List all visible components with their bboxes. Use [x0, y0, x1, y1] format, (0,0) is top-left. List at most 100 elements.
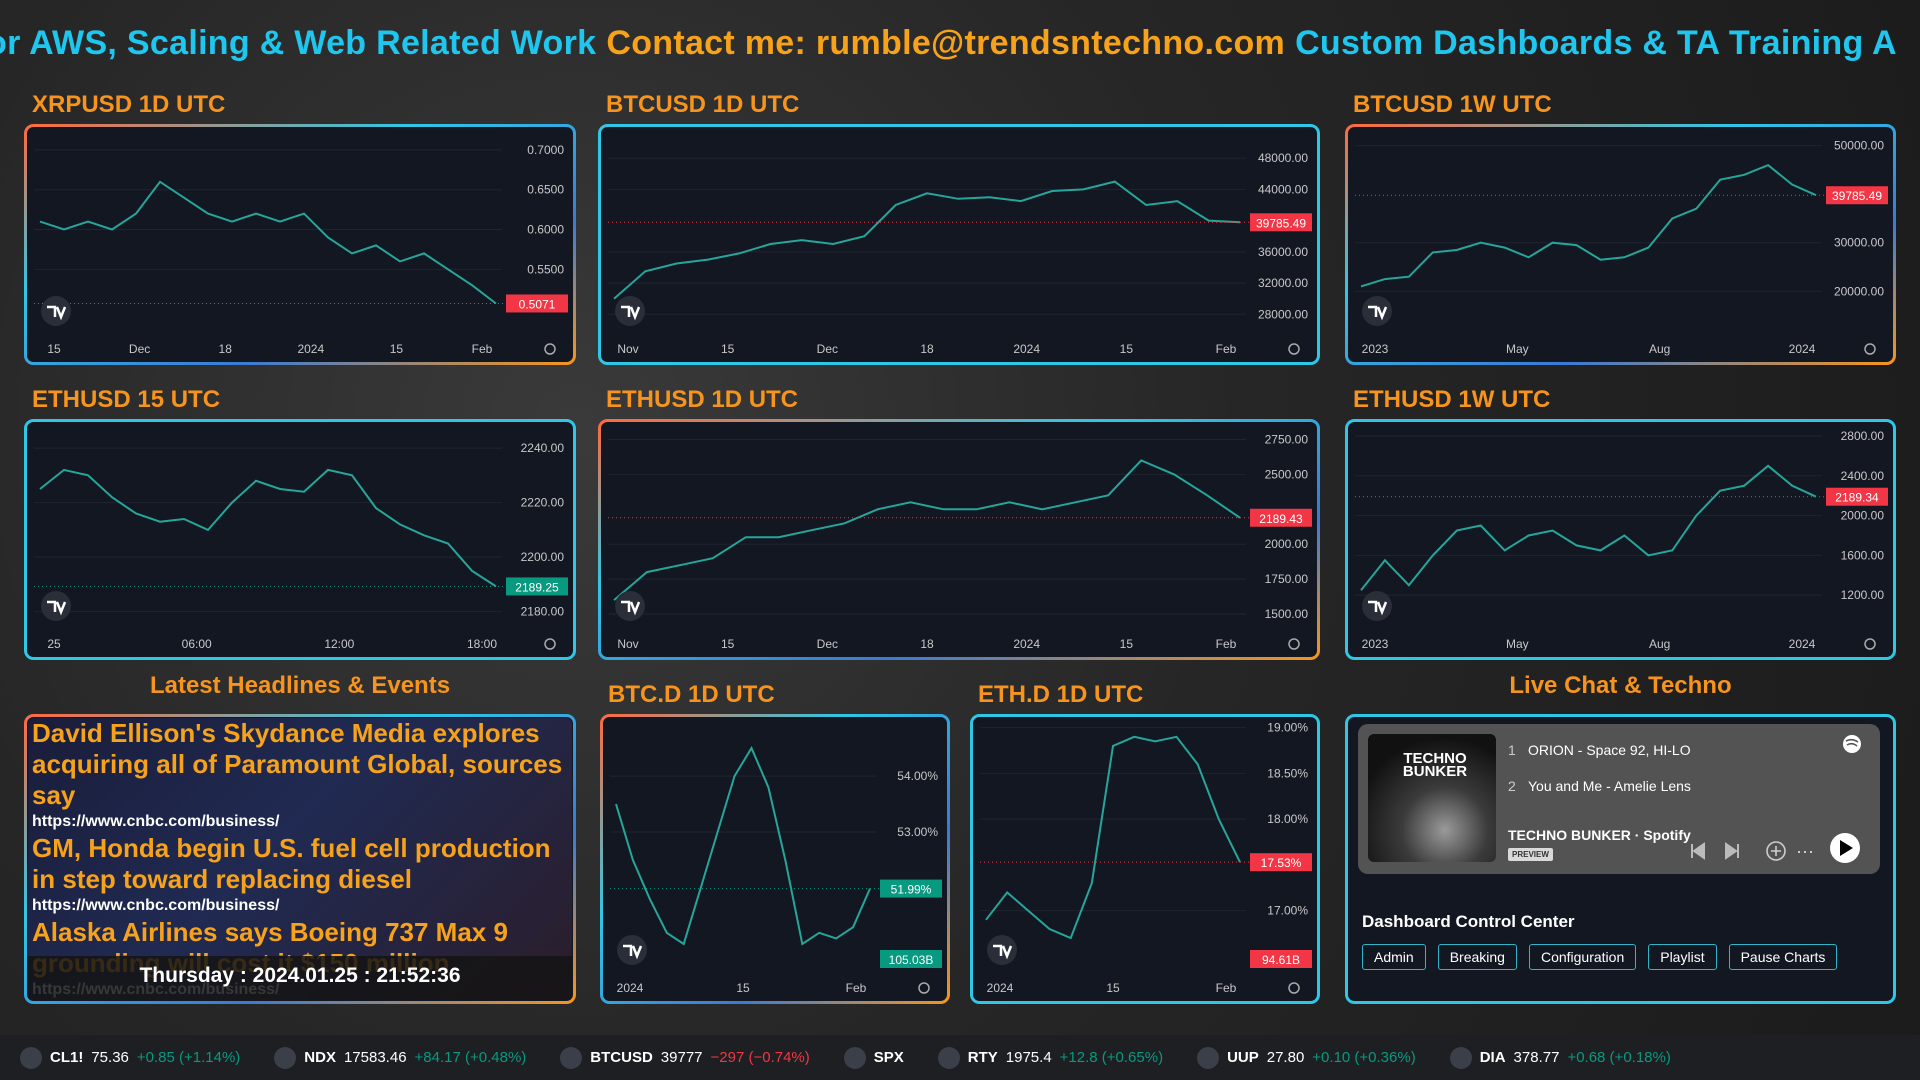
ticker-price: 1975.4	[1005, 1049, 1052, 1066]
control-button[interactable]: Breaking	[1437, 944, 1517, 970]
control-button[interactable]: Playlist	[1648, 944, 1717, 970]
chart-title: BTCUSD 1D UTC	[606, 91, 799, 118]
y-tick-label: 0.7000	[527, 143, 564, 157]
ticker-price: 27.80	[1266, 1049, 1305, 1066]
ticker-change: −297 (−0.74%)	[710, 1049, 810, 1066]
price-line	[1360, 163, 1817, 288]
y-tick-label: 0.6000	[527, 223, 564, 237]
x-tick-label: Dec	[129, 342, 150, 356]
date-bar: Thursday : 2024.01.25 : 21:52:36	[28, 956, 572, 1000]
x-tick-label: 2024	[1789, 342, 1816, 356]
x-tick-label: Feb	[472, 342, 493, 356]
headlines-panel: David Ellison's Skydance Media explores …	[28, 718, 572, 1000]
y-tick-label: 1500.00	[1265, 607, 1309, 621]
last-price-label: 0.5071	[519, 297, 556, 311]
track[interactable]: 1 ORION - Space 92, HI-LO	[1508, 742, 1691, 758]
volume-label: 105.03B	[889, 953, 934, 967]
y-tick-label: 48000.00	[1258, 151, 1308, 165]
last-price-box	[880, 879, 942, 898]
tv-logo-mark	[47, 305, 67, 321]
price-line	[39, 180, 497, 305]
y-tick-label: 30000.00	[1834, 236, 1884, 250]
x-tick-label: 2024	[987, 981, 1014, 995]
volume-label: 94.61B	[1262, 953, 1300, 967]
y-tick-label: 19.00%	[1267, 721, 1308, 735]
ticker-item[interactable]: CL1! 75.36 +0.85 (+1.14%)	[20, 1046, 241, 1069]
volume-box	[1250, 950, 1312, 968]
x-tick-label: Feb	[846, 981, 867, 995]
control-button[interactable]: Pause Charts	[1728, 944, 1838, 970]
add-button-plus	[1771, 846, 1781, 856]
settings-icon	[544, 638, 556, 650]
x-tick-label: Nov	[617, 342, 638, 356]
last-price-box	[1250, 853, 1312, 872]
headline-url: https://www.cnbc.com/business/	[32, 897, 280, 914]
ticker-symbol: NDX	[304, 1049, 336, 1066]
next-button[interactable]	[1725, 842, 1739, 860]
x-tick-label: 06:00	[182, 637, 212, 651]
last-price-box	[1826, 487, 1888, 506]
y-tick-label: 1600.00	[1841, 548, 1885, 562]
tv-logo-mark	[47, 600, 67, 616]
ticker-icon	[20, 1046, 42, 1069]
x-tick-label: Aug	[1649, 637, 1670, 651]
panel-frame	[598, 419, 1320, 660]
panel-frame	[598, 124, 1320, 365]
x-tick-label: 2023	[1362, 637, 1389, 651]
y-tick-label: 2800.00	[1841, 429, 1885, 443]
ticker-item[interactable]: BTCUSD 39777 −297 (−0.74%)	[560, 1046, 810, 1069]
x-tick-label: 2024	[1013, 637, 1040, 651]
tv-logo-mark	[993, 944, 1013, 960]
tv-logo-mark	[621, 600, 641, 616]
x-tick-label: 2024	[1789, 637, 1816, 651]
ticker-icon	[1197, 1046, 1220, 1069]
ticker-icon	[937, 1046, 960, 1069]
control-button[interactable]: Configuration	[1528, 944, 1637, 970]
ticker-item[interactable]: UUP 27.80 +0.10 (+0.36%)	[1197, 1046, 1416, 1069]
last-price-box	[1250, 213, 1312, 232]
ticker-change: +84.17 (+0.48%)	[414, 1049, 527, 1066]
headline-title: David Ellison's Skydance Media explores …	[32, 718, 563, 810]
settings-icon	[544, 343, 556, 355]
y-tick-label: 0.5500	[527, 262, 564, 276]
y-tick-label: 2180.00	[521, 605, 565, 619]
y-tick-label: 50000.00	[1834, 139, 1884, 153]
ticker-icon	[560, 1046, 583, 1069]
x-tick-label: 12:00	[324, 637, 354, 651]
x-tick-label: 18	[920, 637, 934, 651]
y-tick-label: 2240.00	[521, 441, 565, 455]
control-button[interactable]: Admin	[1362, 944, 1426, 970]
chart-title: ETH.D 1D UTC	[978, 681, 1143, 708]
section-title: Live Chat & Techno	[1509, 672, 1732, 699]
ticker-item[interactable]: DIA 378.77 +0.68 (+0.18%)	[1449, 1046, 1671, 1069]
y-tick-label: 54.00%	[897, 769, 938, 783]
ticker-item[interactable]: RTY 1975.4 +12.8 (+0.65%)	[937, 1046, 1163, 1069]
y-tick-label: 2400.00	[1841, 469, 1885, 483]
x-tick-label: Nov	[617, 637, 638, 651]
y-tick-label: 2220.00	[521, 496, 565, 510]
track[interactable]: 2 You and Me - Amelie Lens	[1508, 778, 1691, 794]
x-tick-label: 15	[1106, 981, 1120, 995]
charts: XRPUSD 1D UTC 0.7000 0.6500 0.6000 0.5500 15 D…	[24, 91, 1896, 1004]
panel-frame	[24, 124, 576, 365]
x-tick-label: Aug	[1649, 342, 1670, 356]
volume-box	[880, 950, 942, 968]
x-tick-label: Dec	[817, 637, 838, 651]
player-controls	[1691, 735, 1861, 863]
album-art-text: TECHNO BUNKER	[1402, 750, 1468, 780]
prev-button[interactable]	[1691, 842, 1705, 860]
x-tick-label: 25	[47, 637, 61, 651]
chart-title: BTCUSD 1W UTC	[1353, 91, 1552, 118]
x-tick-label: 15	[1120, 637, 1134, 651]
y-tick-label: 20000.00	[1834, 284, 1884, 298]
y-tick-label: 28000.00	[1258, 307, 1308, 321]
spotify-icon-waves	[1845, 738, 1859, 747]
add-button[interactable]	[1766, 841, 1786, 861]
ticker-change: +0.85 (+1.14%)	[136, 1049, 241, 1066]
ticker-item[interactable]: NDX 17583.46 +84.17 (+0.48%)	[274, 1046, 527, 1069]
headline-url: https://www.cnbc.com/business/	[32, 813, 280, 830]
ticker-item[interactable]: SPX	[843, 1046, 904, 1069]
section-title: Latest Headlines & Events	[149, 672, 451, 699]
spotify-player: TECHNO BUNKER 1 ORION - Space 92, HI-LO 2…	[1358, 724, 1880, 874]
ticker-bar: CL1! 75.36 +0.85 (+1.14%) NDX 17583.46 +84.17…	[0, 1035, 1920, 1080]
